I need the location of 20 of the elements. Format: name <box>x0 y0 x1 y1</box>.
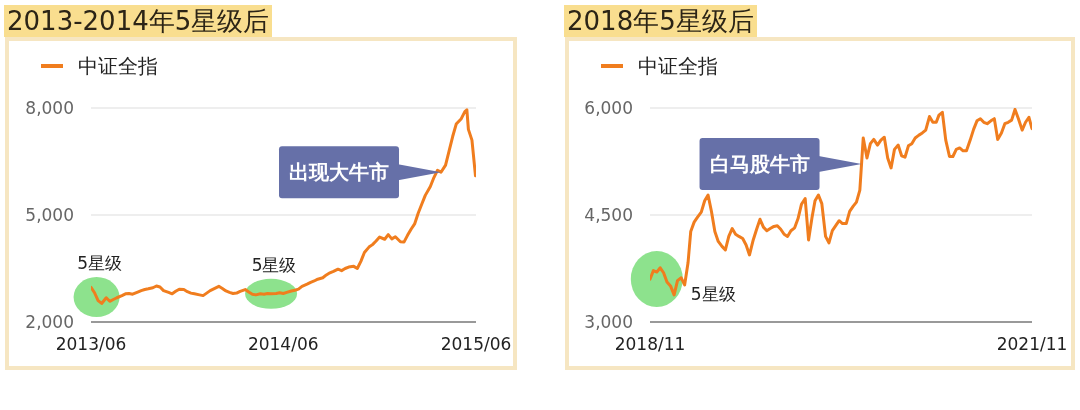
legend-label: 中证全指 <box>78 52 158 80</box>
y-tick-label: 8,000 <box>25 98 74 119</box>
x-tick-label: 2021/11 <box>996 334 1068 355</box>
annotation: 出现大牛市 <box>289 160 389 185</box>
y-tick-label: 5,000 <box>25 205 74 226</box>
chart-title: 2018年5星级后 <box>564 5 757 37</box>
y-tick-label: 4,500 <box>584 205 633 226</box>
y-tick-label: 3,000 <box>584 312 633 333</box>
x-tick-label: 2014/06 <box>247 334 319 355</box>
legend-label: 中证全指 <box>638 52 718 80</box>
annotation: 5星级 <box>251 254 297 275</box>
annotation: 5星级 <box>77 253 122 274</box>
annotation: 5星级 <box>690 284 736 305</box>
x-tick-label: 2013/06 <box>55 334 127 355</box>
annotation: 白马股牛市 <box>709 152 810 176</box>
x-tick-label: 2015/06 <box>440 334 512 355</box>
x-tick-label: 2018/11 <box>614 334 686 355</box>
y-tick-label: 6,000 <box>584 98 633 119</box>
y-tick-label: 2,000 <box>25 312 74 333</box>
chart-title: 2013-2014年5星级后 <box>4 5 273 37</box>
